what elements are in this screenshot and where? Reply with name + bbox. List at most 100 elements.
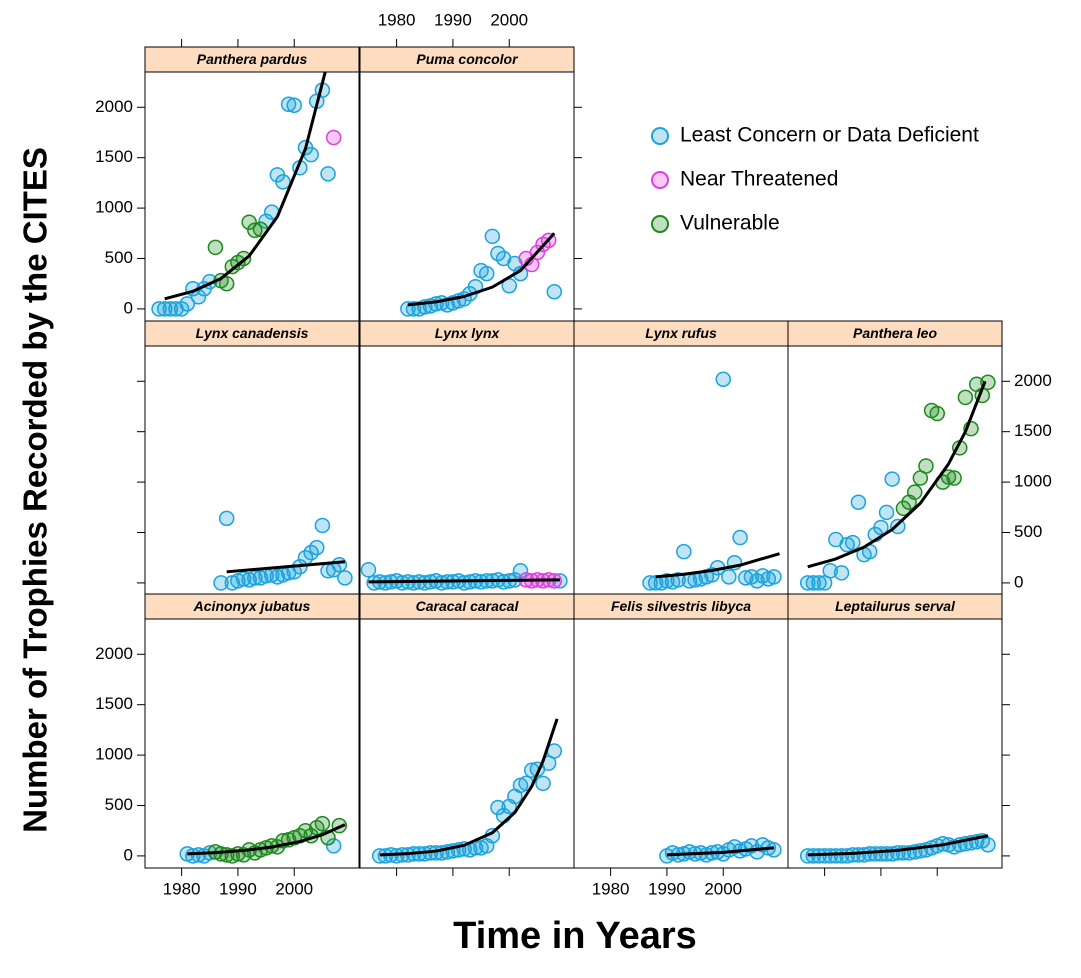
data-point xyxy=(676,543,692,560)
legend-symbol xyxy=(651,215,669,233)
panel-strip xyxy=(573,320,789,347)
data-point xyxy=(286,97,302,114)
data-point xyxy=(642,575,658,591)
x-tick-label: 2000 xyxy=(490,10,528,29)
y-tick-label: 0 xyxy=(124,845,133,864)
y-tick-label: 1500 xyxy=(95,694,133,713)
data-point xyxy=(805,575,822,591)
data-point xyxy=(337,570,353,586)
panel-strip xyxy=(359,46,575,73)
panel-title: Puma concolor xyxy=(416,51,519,67)
x-tick-label: 1990 xyxy=(219,879,257,898)
panel-frame xyxy=(787,618,1003,869)
y-tick-label: 500 xyxy=(105,248,133,267)
data-point xyxy=(151,301,167,317)
data-point xyxy=(331,557,348,573)
fit-line xyxy=(226,560,346,574)
y-tick-label: 1500 xyxy=(95,147,133,166)
panel-title: Lynx canadensis xyxy=(196,325,309,341)
panel-title: Lynx lynx xyxy=(435,325,501,341)
panel-frame xyxy=(144,618,360,869)
data-point xyxy=(878,504,895,521)
panel-title: Panthera pardus xyxy=(197,51,308,67)
x-axis-title: Time in Years xyxy=(453,915,697,957)
data-point xyxy=(535,775,551,792)
panel-strip xyxy=(787,593,1003,620)
x-tick-label: 2000 xyxy=(275,879,313,898)
data-point xyxy=(833,565,850,581)
data-point xyxy=(929,405,945,422)
panel-plot xyxy=(799,374,996,591)
legend-label: Vulnerable xyxy=(680,212,780,235)
x-tick-label: 1990 xyxy=(648,879,686,898)
data-point xyxy=(957,389,974,406)
panel-title: Leptailurus serval xyxy=(835,598,956,614)
panel-title: Felis silvestris libyca xyxy=(611,598,751,614)
data-point xyxy=(799,575,816,591)
y-tick-label: 500 xyxy=(1014,522,1042,541)
data-point xyxy=(309,539,325,556)
legend-symbol xyxy=(651,171,669,189)
panel-title: Caracal caracal xyxy=(416,598,520,614)
fit-line xyxy=(807,380,987,569)
x-tick-label: 1980 xyxy=(378,10,416,29)
panel-title: Panthera leo xyxy=(853,325,937,341)
panel-frame xyxy=(144,71,360,322)
fit-line xyxy=(368,578,560,584)
panel-plot xyxy=(799,833,996,864)
fit-line xyxy=(655,552,780,579)
panel-strip xyxy=(359,593,575,620)
y-tick-label: 1000 xyxy=(95,745,133,764)
data-point xyxy=(241,214,257,230)
panel-plot xyxy=(371,718,563,864)
panel-frame xyxy=(144,345,360,596)
data-point xyxy=(433,575,450,591)
panel-frame xyxy=(359,71,575,322)
x-tick-label: 1980 xyxy=(592,879,630,898)
data-point xyxy=(721,569,737,585)
data-point xyxy=(314,815,331,832)
data-point xyxy=(280,96,297,113)
panel-strip xyxy=(359,320,575,347)
data-point xyxy=(732,529,748,546)
data-point xyxy=(738,570,754,586)
legend-label: Least Concern or Data Deficient xyxy=(680,124,979,147)
fit-line xyxy=(164,72,327,301)
data-point xyxy=(873,519,889,536)
data-point xyxy=(766,569,782,585)
data-point xyxy=(946,470,962,486)
data-point xyxy=(325,129,342,146)
panel-strip xyxy=(144,46,360,73)
y-tick-label: 2000 xyxy=(1014,371,1052,390)
data-point xyxy=(275,174,291,190)
panel-plot xyxy=(151,72,342,317)
data-point xyxy=(940,469,957,485)
data-point xyxy=(314,517,331,534)
y-axis-title: Number of Trophies Recorded by the CITES xyxy=(17,147,54,833)
data-point xyxy=(207,239,224,256)
legend-symbol xyxy=(651,127,669,145)
panel-plot xyxy=(213,510,353,591)
data-point xyxy=(715,371,731,388)
data-point xyxy=(484,228,501,245)
x-tick-label: 1990 xyxy=(434,10,472,29)
panel-strip xyxy=(787,320,1003,347)
legend-label: Near Threatened xyxy=(680,168,838,191)
data-point xyxy=(247,222,263,239)
data-point xyxy=(179,296,195,312)
y-tick-label: 1000 xyxy=(95,198,133,217)
y-tick-label: 0 xyxy=(124,298,133,317)
y-tick-label: 500 xyxy=(105,795,133,814)
data-point xyxy=(490,799,506,816)
panel-plot xyxy=(659,837,782,864)
data-point xyxy=(895,500,912,517)
data-point xyxy=(811,575,827,591)
y-tick-label: 1000 xyxy=(1014,472,1052,491)
panel-title: Acinonyx jubatus xyxy=(193,598,311,614)
data-point xyxy=(822,563,838,579)
data-point xyxy=(360,562,377,578)
y-tick-label: 2000 xyxy=(95,644,133,663)
data-point xyxy=(850,494,867,511)
data-point xyxy=(512,563,529,579)
data-point xyxy=(325,838,342,854)
